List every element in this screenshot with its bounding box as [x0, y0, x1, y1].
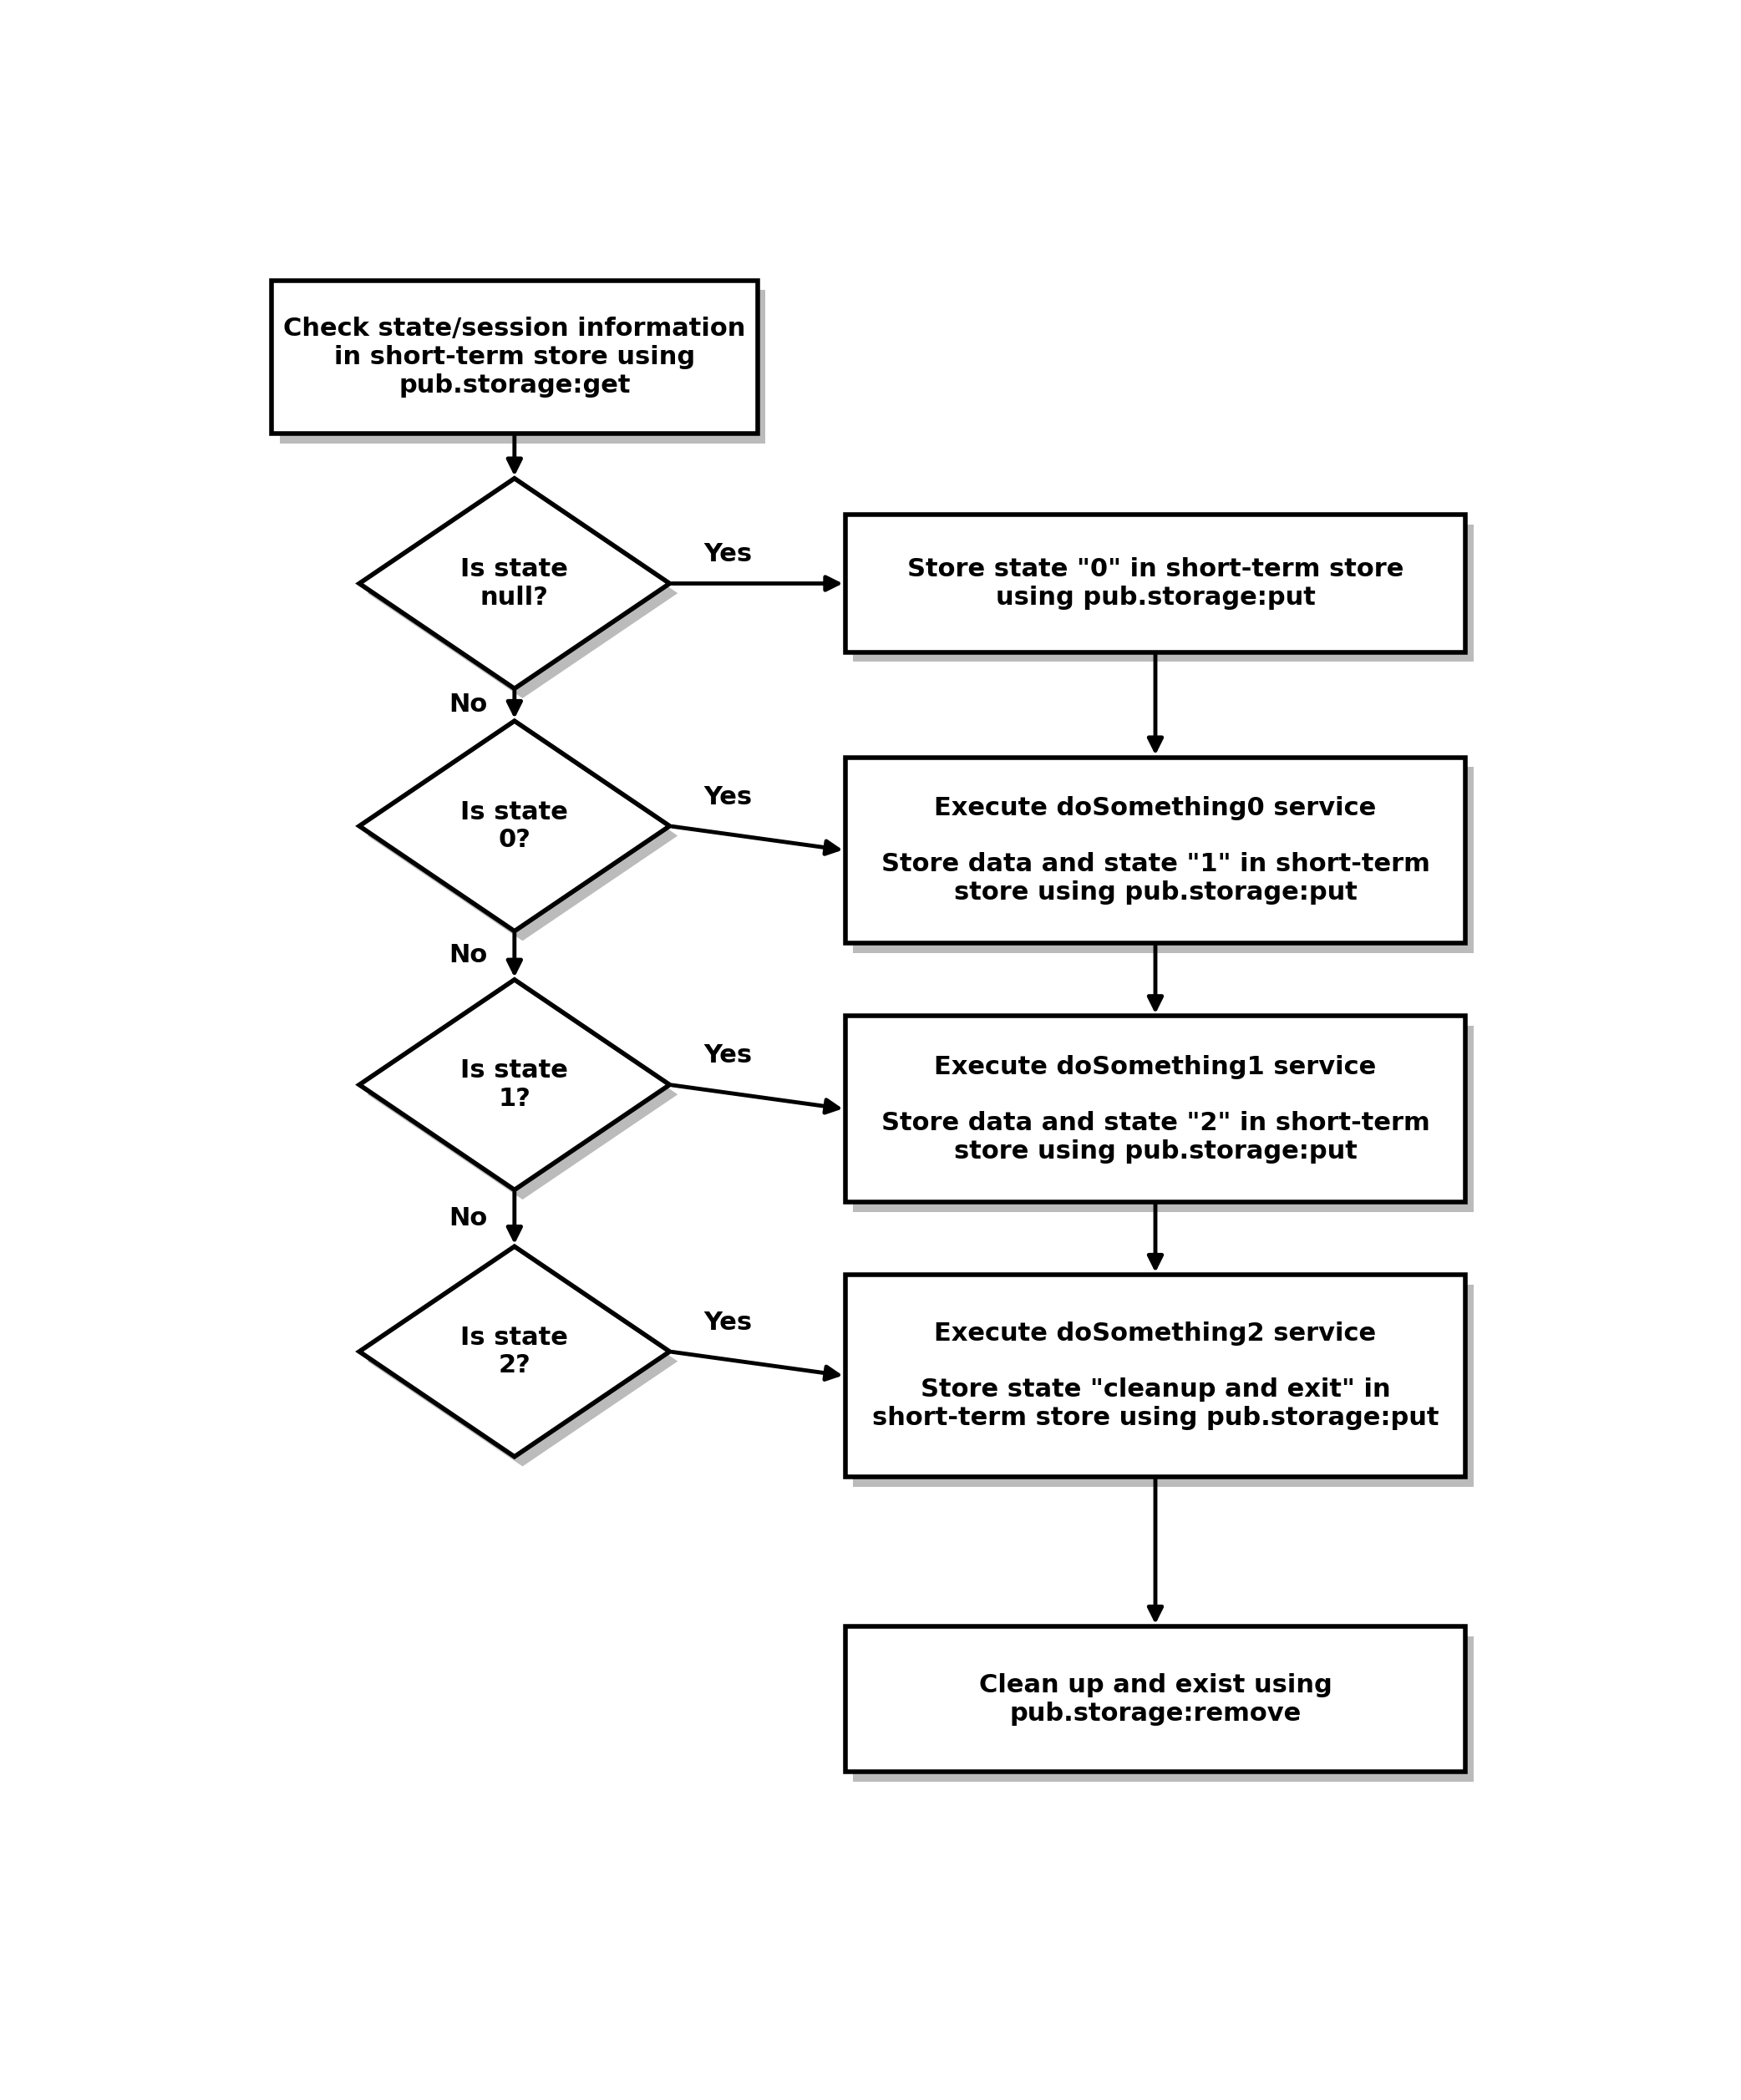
Text: Yes: Yes — [703, 542, 752, 567]
FancyBboxPatch shape — [853, 1025, 1475, 1212]
FancyBboxPatch shape — [844, 758, 1466, 943]
Text: Execute doSomething2 service

Store state "cleanup and exit" in
short-term store: Execute doSomething2 service Store state… — [872, 1321, 1438, 1430]
Text: No: No — [449, 693, 487, 716]
FancyBboxPatch shape — [844, 514, 1466, 653]
Text: Execute doSomething1 service

Store data and state "2" in short-term
store using: Execute doSomething1 service Store data … — [881, 1054, 1429, 1163]
Text: Is state
2?: Is state 2? — [461, 1325, 568, 1378]
FancyBboxPatch shape — [853, 1636, 1475, 1781]
Polygon shape — [359, 720, 670, 930]
FancyBboxPatch shape — [844, 1625, 1466, 1772]
Text: Store state "0" in short-term store
using pub.storage:put: Store state "0" in short-term store usin… — [907, 556, 1403, 609]
Text: Yes: Yes — [703, 785, 752, 808]
FancyBboxPatch shape — [853, 525, 1475, 662]
FancyBboxPatch shape — [844, 1275, 1466, 1476]
FancyBboxPatch shape — [853, 766, 1475, 953]
Polygon shape — [359, 1247, 670, 1457]
Text: Execute doSomething0 service

Store data and state "1" in short-term
store using: Execute doSomething0 service Store data … — [881, 796, 1429, 905]
FancyBboxPatch shape — [853, 1285, 1475, 1487]
Text: No: No — [449, 943, 487, 968]
Text: Is state
0?: Is state 0? — [461, 800, 568, 853]
Polygon shape — [367, 1256, 677, 1466]
Polygon shape — [359, 979, 670, 1191]
Text: Clean up and exist using
pub.storage:remove: Clean up and exist using pub.storage:rem… — [978, 1674, 1332, 1726]
FancyBboxPatch shape — [280, 290, 766, 443]
Polygon shape — [367, 487, 677, 699]
Text: Yes: Yes — [703, 1310, 752, 1336]
Text: Is state
null?: Is state null? — [461, 556, 568, 609]
Polygon shape — [367, 731, 677, 941]
Polygon shape — [359, 479, 670, 689]
Polygon shape — [367, 989, 677, 1199]
FancyBboxPatch shape — [844, 1016, 1466, 1201]
Text: Check state/session information
in short-term store using
pub.storage:get: Check state/session information in short… — [284, 317, 745, 397]
Text: Yes: Yes — [703, 1044, 752, 1067]
Text: No: No — [449, 1205, 487, 1231]
Text: Is state
1?: Is state 1? — [461, 1058, 568, 1111]
FancyBboxPatch shape — [272, 279, 757, 435]
